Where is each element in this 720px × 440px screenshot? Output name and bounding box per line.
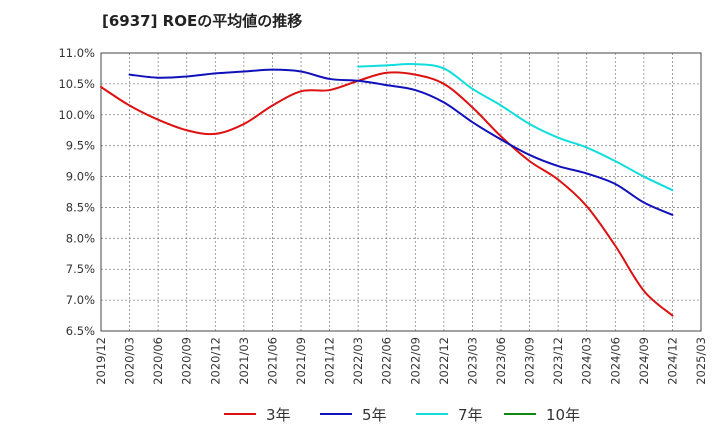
x-tick-label: 2023/06 — [494, 337, 508, 385]
legend-label: 3年 — [266, 406, 291, 424]
y-tick-label: 9.0% — [66, 170, 95, 184]
series-line-7年 — [357, 63, 674, 192]
x-tick-label: 2022/06 — [380, 337, 394, 385]
x-tick-label: 2021/12 — [323, 337, 337, 385]
x-tick-label: 2025/03 — [694, 337, 708, 385]
y-tick-label: 8.5% — [66, 200, 95, 214]
axis-layer: 6.5% 7.0% 7.5% 8.0% 8.5% 9.0% 9.5% 10.0% 10.5% 11… — [58, 46, 708, 385]
series-line-3年 — [100, 71, 674, 317]
chart-title: [6937] ROEの平均値の推移 — [102, 12, 303, 30]
y-tick-label: 10.5% — [58, 77, 95, 91]
plot-area — [101, 53, 701, 331]
legend: 3年 5年 7年 10年 — [224, 406, 580, 424]
y-tick-label: 7.5% — [66, 262, 95, 276]
series-layer — [100, 63, 674, 317]
y-tick-label: 7.0% — [66, 293, 95, 307]
x-tick-label: 2024/12 — [665, 337, 679, 385]
plot-background — [101, 53, 701, 331]
x-tick-label: 2022/09 — [408, 337, 422, 385]
x-tick-label: 2020/03 — [123, 337, 137, 385]
x-tick-label: 2023/09 — [523, 337, 537, 385]
x-tick-label: 2020/09 — [180, 337, 194, 385]
x-tick-label: 2023/03 — [465, 337, 479, 385]
x-tick-label: 2022/12 — [437, 337, 451, 385]
x-tick-label: 2020/06 — [151, 337, 165, 385]
x-tick-label: 2022/03 — [351, 337, 365, 385]
x-tick-label: 2019/12 — [94, 337, 108, 385]
series-line-5年 — [128, 68, 674, 216]
x-tick-label: 2024/03 — [580, 337, 594, 385]
x-tick-label: 2023/12 — [551, 337, 565, 385]
y-tick-label: 6.5% — [66, 324, 95, 338]
x-tick-label: 2024/06 — [608, 337, 622, 385]
legend-label: 7年 — [458, 406, 483, 424]
x-tick-label: 2021/03 — [237, 337, 251, 385]
x-tick-label: 2021/09 — [294, 337, 308, 385]
plot-frame — [100, 52, 702, 332]
y-tick-label: 11.0% — [58, 46, 95, 60]
x-tick-label: 2021/06 — [265, 337, 279, 385]
y-tick-label: 9.5% — [66, 139, 95, 153]
y-tick-label: 8.0% — [66, 231, 95, 245]
x-tick-label: 2024/09 — [637, 337, 651, 385]
x-tick-label: 2020/12 — [208, 337, 222, 385]
y-tick-label: 10.0% — [58, 108, 95, 122]
legend-label: 10年 — [546, 406, 580, 424]
legend-label: 5年 — [362, 406, 387, 424]
